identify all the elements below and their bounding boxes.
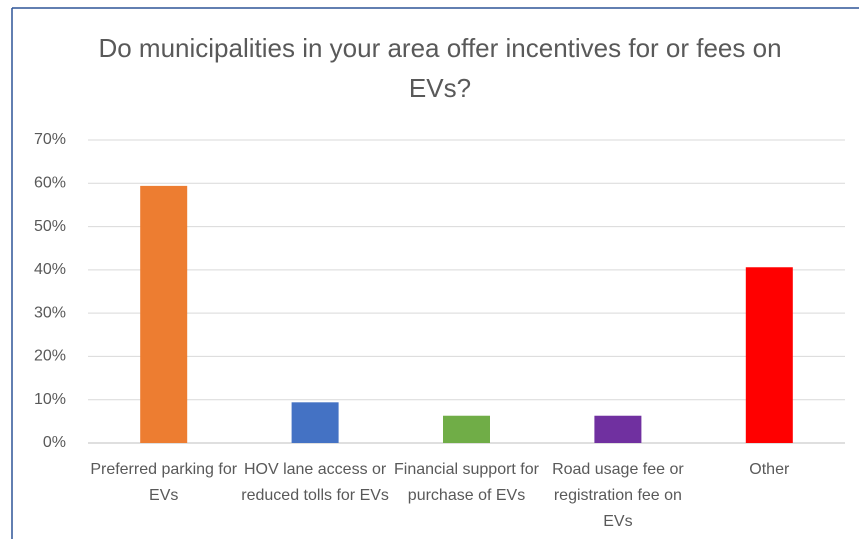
y-tick-label: 70% [34, 131, 66, 148]
x-tick-label: Financial support for purchase of EVs [394, 461, 539, 504]
y-tick-label: 30% [34, 304, 66, 321]
y-tick-label: 10% [34, 391, 66, 408]
y-tick-label: 50% [34, 218, 66, 235]
chart-title: Do municipalities in your area offer inc… [98, 33, 782, 103]
y-tick-label: 20% [34, 348, 66, 365]
x-tick-label: HOV lane access or reduced tolls for EVs [241, 461, 389, 504]
bar [291, 402, 339, 443]
y-tick-label: 60% [34, 175, 66, 192]
bar [140, 185, 188, 443]
y-tick-label: 40% [34, 261, 66, 278]
bar [745, 267, 793, 443]
x-tick-label: Road usage fee or registration fee on EV… [552, 461, 684, 530]
bar [443, 415, 490, 443]
x-tick-label: Preferred parking for EVs [90, 461, 238, 504]
x-tick-label: Other [749, 461, 790, 478]
bar [594, 415, 642, 443]
y-tick-label: 0% [43, 434, 66, 451]
